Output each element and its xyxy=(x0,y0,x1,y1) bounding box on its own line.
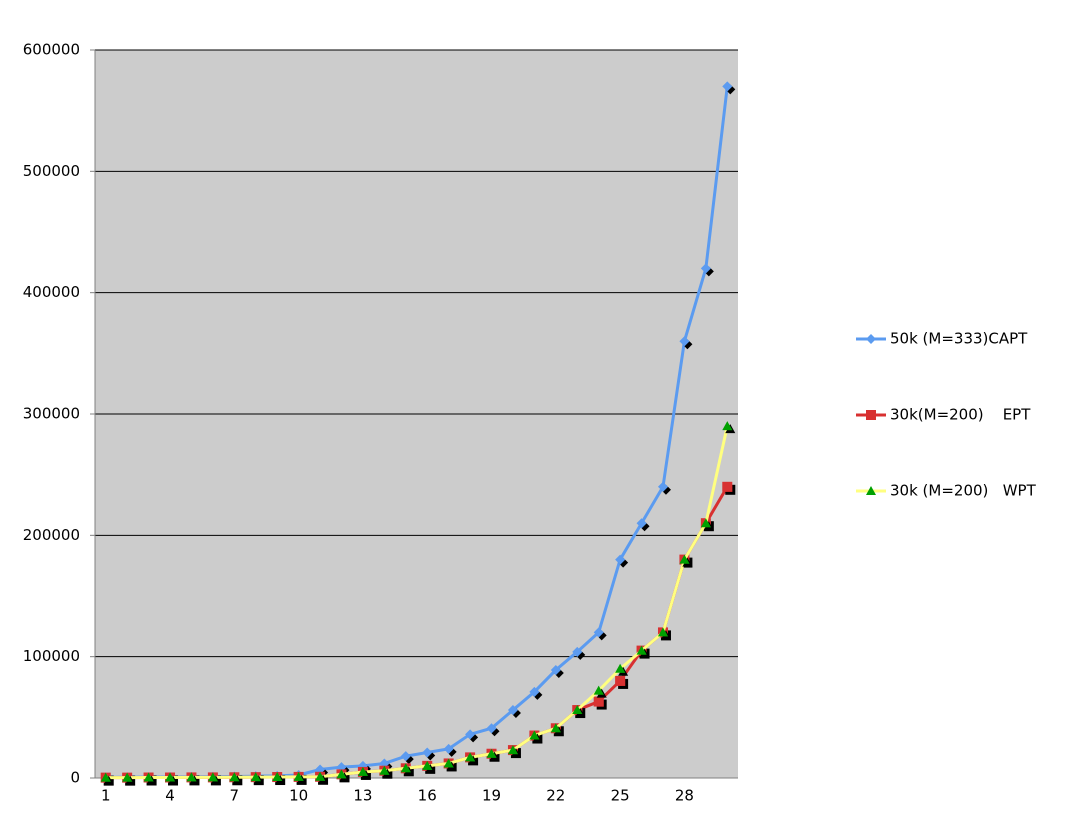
marker xyxy=(866,410,876,420)
marker xyxy=(422,747,433,758)
legend-label: 30k (M=200) WPT xyxy=(890,482,1037,500)
y-tick-label: 0 xyxy=(70,769,80,787)
marker xyxy=(866,486,876,495)
marker xyxy=(722,481,733,492)
marker xyxy=(615,663,626,673)
marker xyxy=(657,481,668,492)
marker xyxy=(400,751,411,762)
x-tick-label: 25 xyxy=(611,787,630,805)
marker xyxy=(229,772,240,782)
marker xyxy=(379,765,390,775)
marker xyxy=(315,771,326,781)
marker xyxy=(722,81,733,92)
marker xyxy=(443,758,454,768)
marker xyxy=(207,772,218,782)
marker xyxy=(615,675,626,686)
marker xyxy=(100,772,111,782)
marker xyxy=(465,752,476,762)
marker xyxy=(636,518,647,529)
marker xyxy=(272,772,283,782)
series-line xyxy=(105,425,729,780)
marker xyxy=(572,705,583,715)
marker xyxy=(572,646,583,657)
marker xyxy=(700,518,711,528)
y-tick-label: 100000 xyxy=(23,647,80,665)
marker xyxy=(507,745,518,755)
grid: 0 100000 200000 300000 400000 500000 600000 1 4 7… xyxy=(23,41,738,805)
marker xyxy=(593,696,604,707)
marker xyxy=(679,554,690,564)
x-tick-label: 28 xyxy=(675,787,694,805)
marker xyxy=(550,665,561,676)
marker xyxy=(165,772,176,782)
marker xyxy=(593,627,604,638)
marker xyxy=(336,769,347,779)
marker xyxy=(679,336,690,347)
y-tick-label: 300000 xyxy=(23,405,80,423)
y-tick-label: 500000 xyxy=(23,162,80,180)
x-tick-label: 4 xyxy=(165,787,175,805)
legend-label: 50k (M=333)CAPT xyxy=(890,330,1028,348)
marker xyxy=(186,772,197,782)
marker xyxy=(122,772,133,782)
marker xyxy=(722,421,733,431)
x-tick-label: 10 xyxy=(289,787,308,805)
marker xyxy=(636,645,647,655)
legend: 50k (M=333)CAPT 30k(M=200) EPT 30k (M=200)… xyxy=(856,330,1037,500)
marker xyxy=(486,748,497,758)
marker xyxy=(357,766,368,776)
marker xyxy=(550,723,561,733)
marker xyxy=(422,760,433,770)
y-tick-label: 400000 xyxy=(23,283,80,301)
y-tick-label: 600000 xyxy=(23,41,80,59)
marker xyxy=(507,705,518,716)
y-tick-label: 200000 xyxy=(23,526,80,544)
marker xyxy=(700,263,711,274)
marker xyxy=(293,771,304,781)
x-tick-label: 22 xyxy=(546,787,565,805)
marker xyxy=(657,627,668,637)
marker xyxy=(866,334,876,344)
marker xyxy=(486,723,497,734)
marker xyxy=(400,763,411,773)
marker xyxy=(529,686,540,697)
marker xyxy=(615,554,626,565)
x-tick-label: 13 xyxy=(353,787,372,805)
marker xyxy=(250,772,261,782)
marker xyxy=(593,685,604,695)
marker xyxy=(465,729,476,740)
legend-label: 30k(M=200) EPT xyxy=(890,406,1031,424)
marker xyxy=(529,730,540,740)
marker xyxy=(443,743,454,754)
x-tick-label: 7 xyxy=(230,787,240,805)
x-tick-label: 1 xyxy=(101,787,111,805)
series-lines xyxy=(100,81,733,783)
marker xyxy=(143,772,154,782)
x-tick-label: 16 xyxy=(418,787,437,805)
x-tick-label: 19 xyxy=(482,787,501,805)
